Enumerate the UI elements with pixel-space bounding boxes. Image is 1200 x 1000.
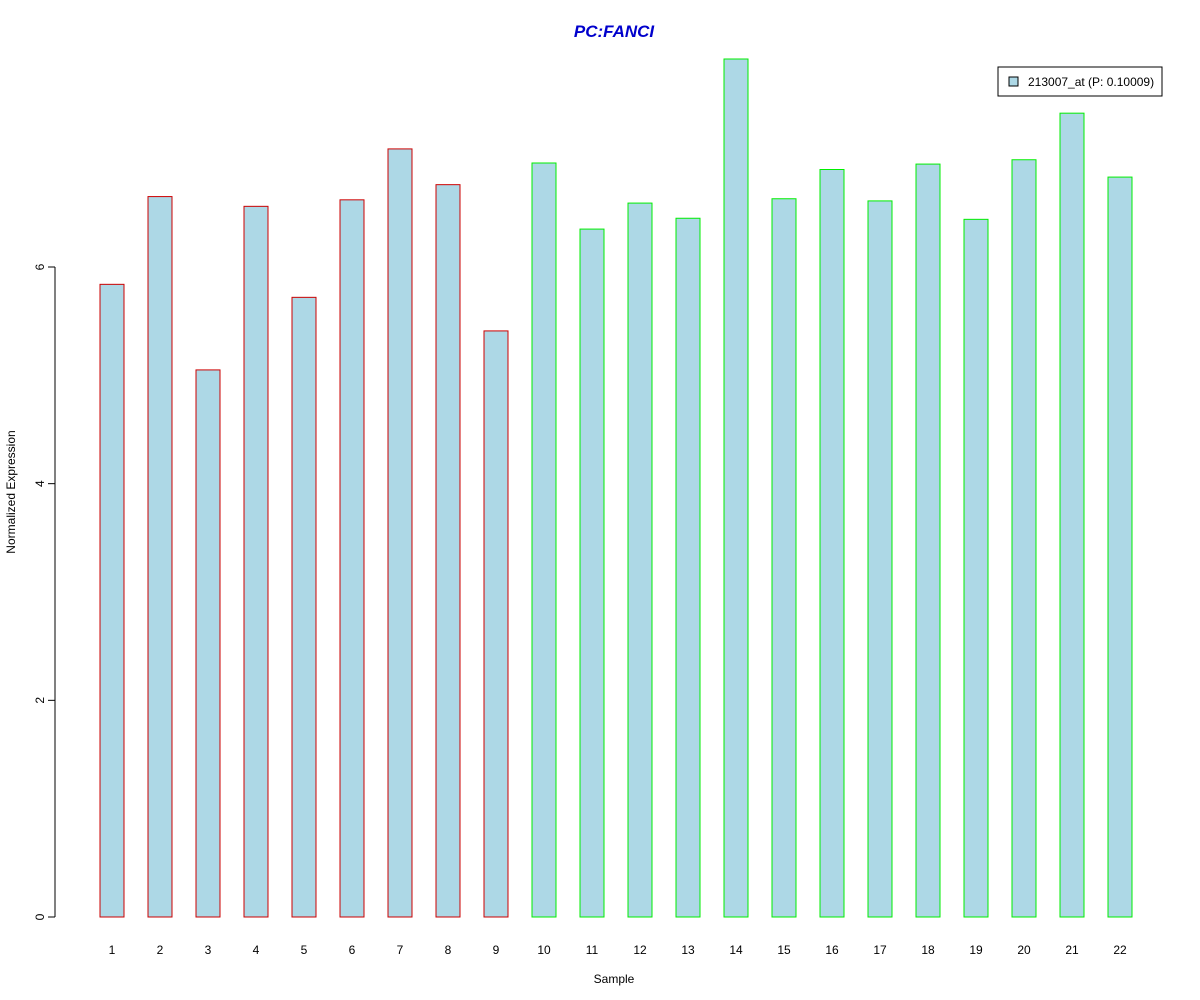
y-axis: 0 2 4 6 bbox=[33, 263, 56, 920]
bar-sample-7 bbox=[387, 148, 413, 918]
legend: 213007_at (P: 0.10009) bbox=[997, 66, 1163, 97]
bar-sample-21 bbox=[1059, 112, 1085, 918]
x-tick-label: 16 bbox=[825, 943, 839, 957]
y-tick-label: 4 bbox=[33, 480, 47, 487]
bar-sample-22 bbox=[1107, 176, 1133, 918]
bar-sample-5 bbox=[291, 296, 317, 918]
bars bbox=[99, 58, 1133, 918]
x-tick-label: 10 bbox=[537, 943, 551, 957]
bar-sample-9 bbox=[483, 330, 509, 918]
legend-box bbox=[997, 66, 1163, 97]
bar-sample-17 bbox=[867, 200, 893, 918]
chart-title: PC:FANCI bbox=[574, 22, 656, 41]
x-tick-label: 13 bbox=[681, 943, 695, 957]
legend-swatch bbox=[1008, 76, 1019, 87]
x-tick-label: 15 bbox=[777, 943, 791, 957]
x-axis-label: Sample bbox=[594, 972, 635, 986]
x-tick-label: 8 bbox=[445, 943, 452, 957]
bar-sample-4 bbox=[243, 205, 269, 918]
x-tick-label: 2 bbox=[157, 943, 164, 957]
x-tick-label: 22 bbox=[1113, 943, 1127, 957]
x-tick-label: 9 bbox=[493, 943, 500, 957]
bar-sample-13 bbox=[675, 217, 701, 918]
bar-sample-3 bbox=[195, 369, 221, 918]
x-tick-label: 14 bbox=[729, 943, 743, 957]
bar-sample-8 bbox=[435, 184, 461, 918]
x-tick-label: 3 bbox=[205, 943, 212, 957]
x-tick-label: 4 bbox=[253, 943, 260, 957]
bar-sample-20 bbox=[1011, 159, 1037, 918]
bar-sample-2 bbox=[147, 196, 173, 918]
x-tick-label: 20 bbox=[1017, 943, 1031, 957]
bar-sample-11 bbox=[579, 228, 605, 918]
x-tick-label: 6 bbox=[349, 943, 356, 957]
bar-sample-19 bbox=[963, 218, 989, 918]
bar-sample-6 bbox=[339, 199, 365, 918]
x-tick-label: 12 bbox=[633, 943, 647, 957]
x-tick-label: 18 bbox=[921, 943, 935, 957]
legend-label: 213007_at (P: 0.10009) bbox=[1028, 75, 1154, 89]
x-tick-label: 21 bbox=[1065, 943, 1079, 957]
x-tick-label: 17 bbox=[873, 943, 887, 957]
y-tick-label: 0 bbox=[33, 913, 47, 920]
x-tick-label: 11 bbox=[586, 943, 599, 957]
x-tick-label: 5 bbox=[301, 943, 308, 957]
bar-sample-16 bbox=[819, 169, 845, 918]
bar-sample-10 bbox=[531, 162, 557, 918]
y-axis-label: Normalized Expression bbox=[4, 430, 18, 553]
bar-sample-12 bbox=[627, 202, 653, 918]
x-tick-labels: 1 2 3 4 5 6 7 8 9 10 11 12 13 14 15 16 17 18 19 20 21 22 bbox=[109, 943, 1127, 957]
x-tick-label: 19 bbox=[969, 943, 983, 957]
x-tick-label: 7 bbox=[397, 943, 404, 957]
bar-sample-15 bbox=[771, 198, 797, 918]
bar-sample-1 bbox=[99, 283, 125, 918]
x-tick-label: 1 bbox=[109, 943, 116, 957]
y-tick-label: 2 bbox=[33, 697, 47, 704]
y-tick-label: 6 bbox=[33, 263, 47, 270]
bar-sample-18 bbox=[915, 163, 941, 918]
bar-sample-14 bbox=[723, 58, 749, 918]
